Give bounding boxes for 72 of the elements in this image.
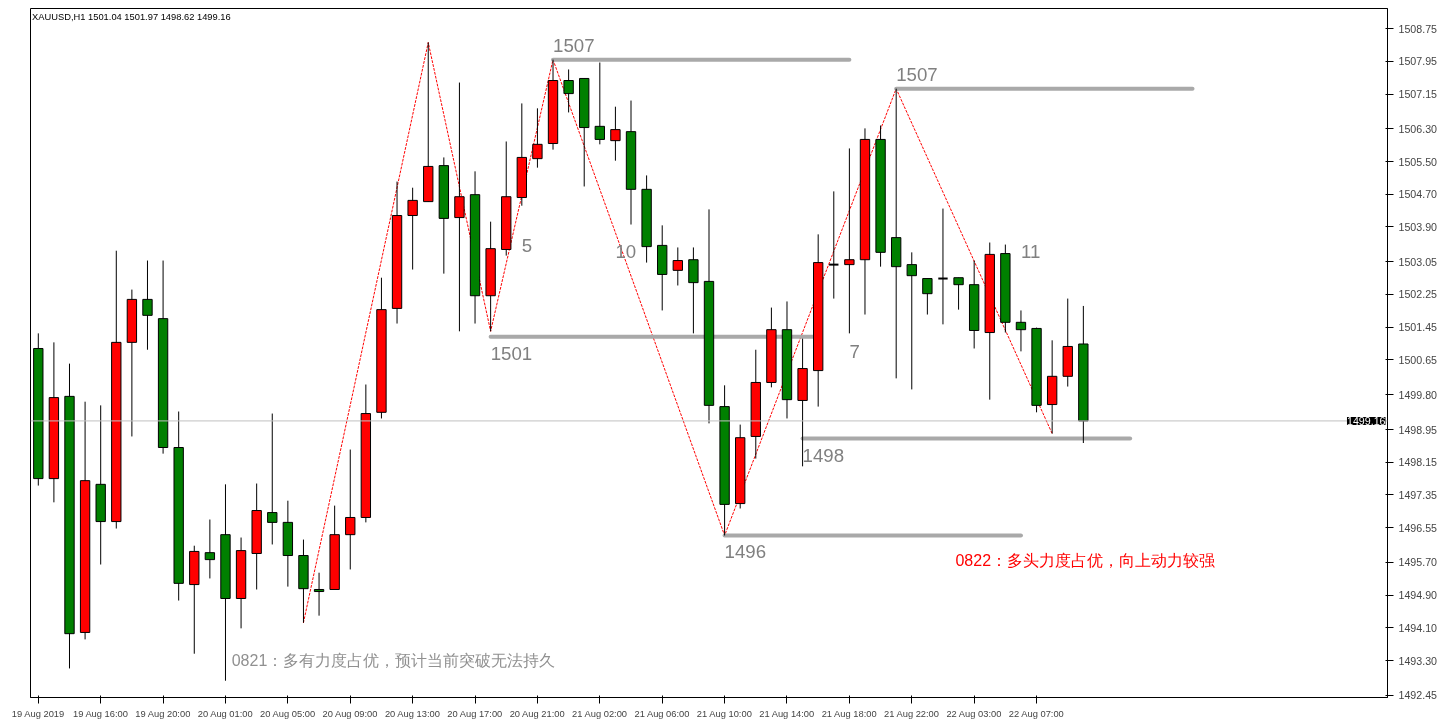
candlestick [142,260,153,351]
y-tick-label: 1504.70 [1398,188,1438,201]
y-tick-label: 1495.70 [1398,556,1438,569]
candlestick [890,88,902,379]
annotation: 0822：多头力度占优，向上动力较强 [955,551,1216,569]
ref-line-label: 1499.16 [1346,414,1386,427]
series-label: 1507 [896,63,938,85]
candlestick [844,147,855,334]
y-tick-label: 1494.90 [1398,589,1438,602]
annotation: 7 [849,341,860,363]
y-tick-label: 1500.65 [1398,353,1438,366]
candlestick [267,413,278,545]
annotation: 11 [1020,241,1041,263]
candlestick [672,246,683,286]
candlestick [532,107,543,169]
y-tick-label: 1503.05 [1398,255,1438,268]
series-label: 1501 [490,342,533,364]
y-tick-label: 1503.90 [1398,220,1438,233]
x-tick-label: 20 Aug 05:00 [260,708,316,719]
x-tick-label: 20 Aug 17:00 [447,708,503,719]
candlestick [922,278,933,316]
x-tick-label: 19 Aug 2019 [11,708,65,719]
y-tick-label: 1502.25 [1398,288,1438,301]
y-tick-label: 1492.45 [1398,689,1438,702]
y-tick-label: 1497.35 [1398,488,1438,501]
candlestick [937,208,949,325]
candlestick [688,246,699,334]
chart-title: XAUUSD,H1 1501.04 1501.97 1498.62 1499.16 [32,11,231,22]
annotation: 5 [521,234,533,256]
y-tick-label: 1498.15 [1398,456,1438,469]
candlestick [204,519,216,579]
y-tick-label: 1498.95 [1398,423,1438,436]
y-tick-label: 1494.10 [1398,621,1438,634]
x-tick-label: 19 Aug 16:00 [72,708,128,719]
x-tick-label: 21 Aug 06:00 [634,708,690,719]
y-tick-label: 1499.80 [1398,388,1438,401]
x-tick-label: 20 Aug 09:00 [322,708,378,719]
x-tick-label: 20 Aug 21:00 [509,708,565,719]
candlestick [906,251,917,390]
x-tick-label: 21 Aug 02:00 [572,708,628,719]
y-tick-label: 1505.50 [1398,155,1438,168]
candlestick [1015,309,1027,352]
candlestick [594,62,605,145]
y-tick-label: 1507.15 [1398,88,1438,101]
x-tick-label: 21 Aug 14:00 [759,708,815,719]
y-tick-label: 1501.45 [1398,321,1438,334]
x-tick-label: 20 Aug 01:00 [197,708,253,719]
series-label: 1496 [724,541,767,563]
candlestick [953,277,964,311]
candlestick [313,572,325,617]
series-label: 1498 [802,444,845,466]
x-tick-label: 21 Aug 18:00 [821,708,877,719]
x-tick-label: 21 Aug 10:00 [696,708,752,719]
x-tick-label: 22 Aug 03:00 [946,708,1002,719]
candlestick [610,106,621,162]
y-tick-label: 1508.75 [1398,22,1438,35]
candlestick [345,449,356,570]
candlestick [407,187,418,271]
y-tick-label: 1496.55 [1398,521,1438,534]
x-tick-label: 22 Aug 07:00 [1008,708,1064,719]
y-tick-label: 1507.95 [1398,55,1438,68]
annotation: 0821：多有力度占优，预计当前突破无法持久 [231,652,556,670]
x-tick-label: 19 Aug 20:00 [135,708,191,719]
candlestick [454,82,465,332]
candlestick [828,190,840,300]
y-tick-label: 1493.30 [1398,654,1438,667]
annotation: 10 [615,241,637,263]
x-tick-label: 21 Aug 22:00 [884,708,940,719]
x-tick-label: 20 Aug 13:00 [384,708,440,719]
candlestick [563,68,574,113]
y-tick-label: 1506.30 [1398,122,1438,135]
series-label: 1507 [553,34,595,56]
